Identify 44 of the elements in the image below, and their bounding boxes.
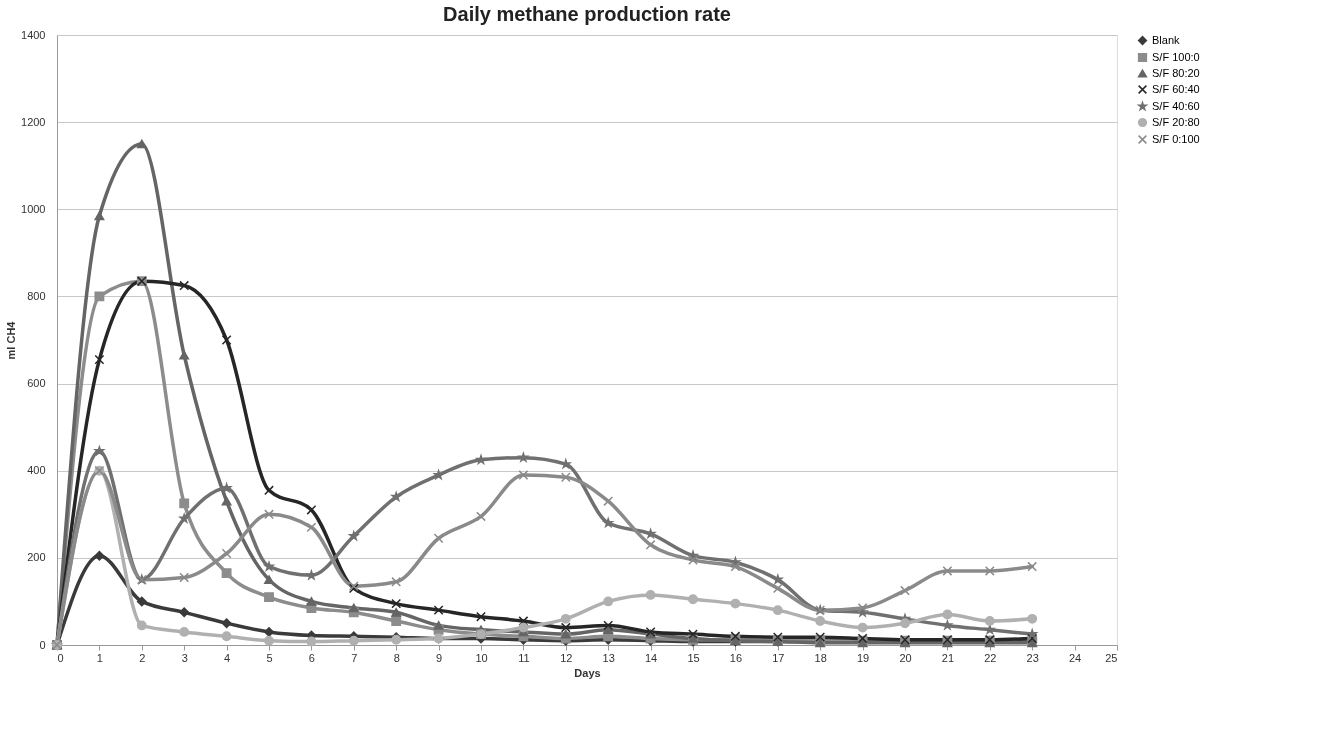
x-tick-label: 9 <box>436 651 443 664</box>
legend-label: S/F 60:40 <box>1152 82 1200 95</box>
legend-label: S/F 100:0 <box>1152 50 1200 63</box>
x-tick-label: 8 <box>393 651 400 664</box>
y-tick-label: 1400 <box>21 28 46 41</box>
x-tick-label: 6 <box>308 651 315 664</box>
legend-label: S/F 80:20 <box>1152 66 1200 79</box>
x-tick-label: 20 <box>899 651 912 664</box>
x-tick-label: 21 <box>941 651 955 664</box>
x-tick-label: 14 <box>644 651 658 664</box>
x-tick-label: 18 <box>814 651 827 664</box>
x-tick-label: 25 <box>1105 651 1118 664</box>
x-tick-label: 5 <box>266 651 273 664</box>
y-tick-label: 200 <box>27 551 46 564</box>
x-tick-label: 13 <box>602 651 615 664</box>
x-tick-label: 24 <box>1068 651 1082 664</box>
x-tick-label: 3 <box>181 651 188 664</box>
x-axis-title: Days <box>574 666 601 679</box>
x-tick-label: 4 <box>224 651 231 664</box>
x-tick-label: 17 <box>772 651 785 664</box>
x-tick-label: 12 <box>560 651 573 664</box>
y-tick-label: 1200 <box>21 115 46 128</box>
x-tick-label: 1 <box>96 651 103 664</box>
y-axis-title: ml CH4 <box>5 320 18 360</box>
x-tick-label: 7 <box>351 651 358 664</box>
x-tick-label: 15 <box>687 651 700 664</box>
chart-title: Daily methane production rate <box>443 3 731 25</box>
x-tick-label: 2 <box>139 651 146 664</box>
x-tick-label: 16 <box>729 651 743 664</box>
y-tick-label: 600 <box>27 377 46 390</box>
legend-label: Blank <box>1152 33 1181 46</box>
x-tick-label: 22 <box>984 651 997 664</box>
legend-label: S/F 0:100 <box>1152 132 1200 145</box>
x-tick-label: 0 <box>57 651 64 664</box>
y-tick-label: 1000 <box>21 202 46 215</box>
y-tick-label: 0 <box>39 638 46 651</box>
y-tick-label: 800 <box>27 289 46 302</box>
y-tick-label: 400 <box>27 464 46 477</box>
legend-label: S/F 40:60 <box>1152 99 1200 112</box>
x-tick-label: 10 <box>475 651 488 664</box>
legend-label: S/F 20:80 <box>1152 115 1200 128</box>
x-tick-label: 19 <box>856 651 870 664</box>
x-tick-label: 23 <box>1026 651 1039 664</box>
x-tick-label: 11 <box>518 651 530 664</box>
